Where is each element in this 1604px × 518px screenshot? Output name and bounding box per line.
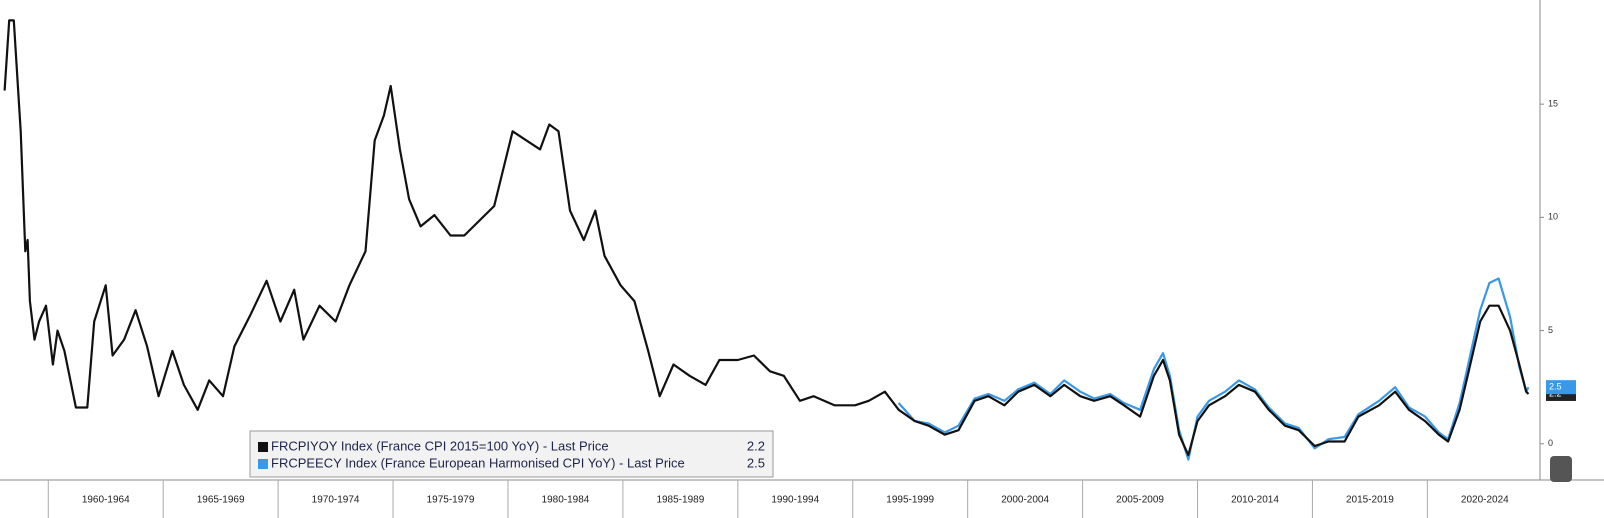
- legend-swatch: [258, 442, 268, 452]
- last-value-badge: 2.5: [1546, 380, 1576, 395]
- legend: FRCPIYOY Index (France CPI 2015=100 YoY)…: [249, 430, 774, 478]
- x-tick-label: 2010-2014: [1231, 495, 1279, 506]
- legend-swatch: [258, 459, 268, 469]
- x-tick-label: 1995-1999: [886, 495, 934, 506]
- x-tick-label: 1985-1989: [656, 495, 704, 506]
- badge-box: [1546, 380, 1576, 395]
- x-tick-label: 1980-1984: [542, 495, 590, 506]
- legend-value: 2.5: [747, 455, 765, 470]
- y-tick-label: 10: [1548, 212, 1558, 222]
- y-tick-label: 0: [1548, 438, 1553, 448]
- series-line: [3, 19, 1530, 457]
- x-tick-label: 1960-1964: [82, 495, 130, 506]
- y-tick-label: 15: [1548, 99, 1558, 109]
- x-tick-label: 2015-2019: [1346, 495, 1394, 506]
- x-tick-label: 2005-2009: [1116, 495, 1164, 506]
- y-tick-label: 5: [1548, 325, 1553, 335]
- x-tick-label: 2020-2024: [1461, 495, 1509, 506]
- zoom-button[interactable]: [1550, 456, 1572, 482]
- legend-label: FRCPIYOY Index (France CPI 2015=100 YoY)…: [271, 438, 609, 453]
- x-tick-label: 1965-1969: [197, 495, 245, 506]
- badge-label: 2.5: [1549, 382, 1562, 392]
- legend-box: [249, 430, 774, 478]
- x-tick-label: 1975-1979: [427, 495, 475, 506]
- x-tick-label: 1990-1994: [771, 495, 819, 506]
- legend-value: 2.2: [747, 438, 765, 453]
- x-tick-label: 2000-2004: [1001, 495, 1049, 506]
- legend-label: FRCPEECY Index (France European Harmonis…: [271, 455, 685, 470]
- x-tick-label: 1970-1974: [312, 495, 360, 506]
- series-line: [897, 277, 1530, 461]
